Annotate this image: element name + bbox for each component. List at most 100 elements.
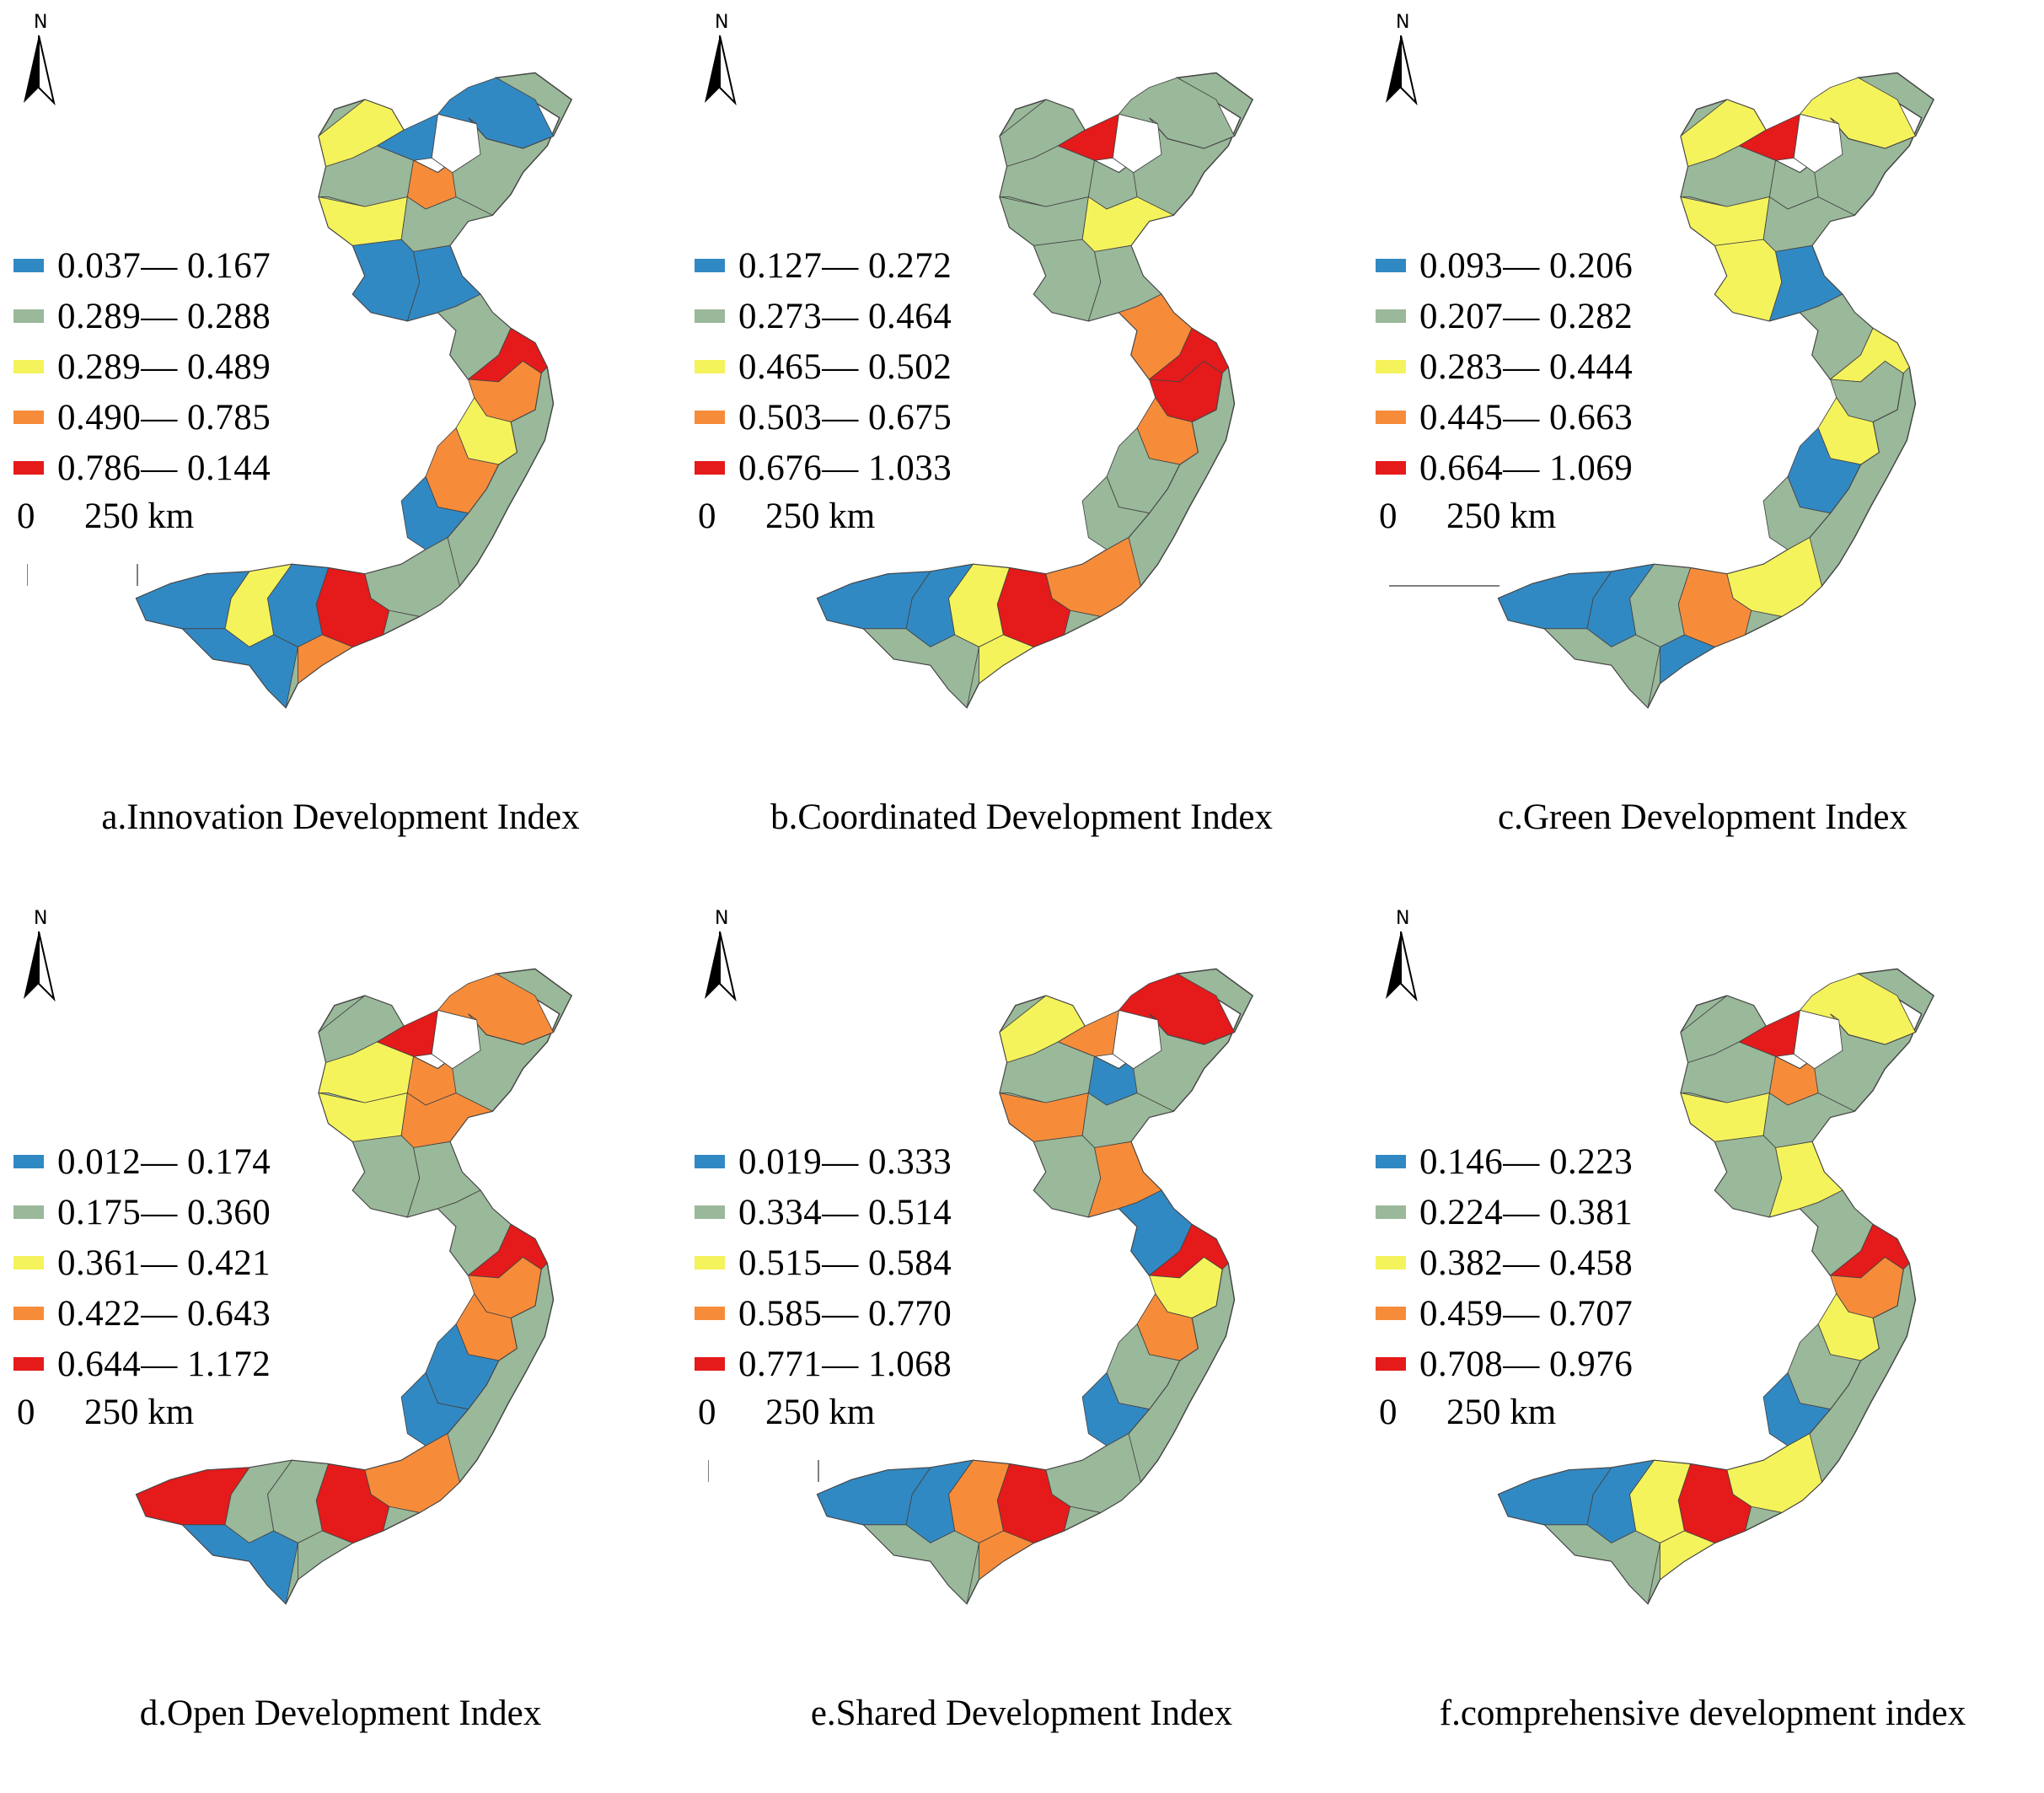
- north-arrow-icon: [705, 35, 737, 106]
- map-region[interactable]: [979, 1530, 1035, 1581]
- map-region[interactable]: [1660, 1530, 1716, 1581]
- legend-item: 0.664— 1.069: [1376, 443, 1633, 493]
- scale-label: 0 250 km: [698, 496, 875, 537]
- legend-swatch: [1376, 1357, 1406, 1371]
- legend-swatch: [13, 259, 44, 272]
- map-region[interactable]: [1118, 973, 1236, 1045]
- map-region[interactable]: [437, 77, 555, 149]
- map-region[interactable]: [1033, 239, 1102, 322]
- map-region[interactable]: [181, 1524, 298, 1605]
- map-region[interactable]: [1033, 1135, 1102, 1218]
- legend-label: 0.515— 0.584: [738, 1243, 952, 1283]
- panel-caption: d.Open Development Index: [139, 1694, 542, 1733]
- legend-item: 0.445— 0.663: [1376, 392, 1633, 443]
- map-region[interactable]: [1799, 77, 1917, 149]
- scale-label: 0 250 km: [17, 1392, 194, 1433]
- legend-item: 0.465— 0.502: [695, 341, 952, 392]
- map-region[interactable]: [1118, 77, 1236, 149]
- scale-bar: [1389, 585, 1499, 587]
- legend-item: 0.146— 0.223: [1376, 1136, 1633, 1187]
- map-legend: 0.037— 0.167 0.289— 0.288 0.289— 0.489 0.49…: [13, 240, 271, 493]
- map-region[interactable]: [862, 628, 979, 709]
- legend-label: 0.175— 0.360: [57, 1192, 271, 1232]
- legend-item: 0.708— 0.976: [1376, 1339, 1633, 1389]
- legend-swatch: [1376, 259, 1406, 272]
- legend-swatch: [13, 1256, 44, 1270]
- legend-label: 0.207— 0.282: [1419, 296, 1634, 336]
- legend-swatch: [1376, 1307, 1406, 1320]
- scale-label: 0 250 km: [17, 496, 194, 537]
- map-panel-innovation: N 0.037— 0.167 0.289— 0.288 0.289— 0.489 0.4…: [0, 0, 681, 896]
- map-region[interactable]: [817, 1467, 931, 1526]
- map-region[interactable]: [1738, 113, 1800, 161]
- map-region[interactable]: [1498, 1467, 1612, 1526]
- north-arrow-icon: [24, 931, 56, 1002]
- legend-label: 0.283— 0.444: [1419, 346, 1634, 387]
- legend-item: 0.175— 0.360: [13, 1187, 271, 1237]
- scale-label: 0 250 km: [1379, 496, 1556, 537]
- scale-bar: [27, 564, 138, 586]
- north-arrow: N: [700, 12, 750, 106]
- map-region[interactable]: [298, 634, 354, 684]
- map-region[interactable]: [376, 113, 438, 161]
- legend-item: 0.334— 0.514: [695, 1187, 952, 1237]
- scale-zero: 0: [17, 497, 35, 536]
- legend-swatch: [1376, 1256, 1406, 1270]
- north-label: N: [34, 908, 48, 929]
- map-region[interactable]: [862, 1524, 979, 1605]
- panel-caption: b.Coordinated Development Index: [770, 797, 1273, 837]
- map-region[interactable]: [1799, 973, 1917, 1045]
- map-region[interactable]: [979, 634, 1035, 684]
- map-region[interactable]: [376, 1009, 438, 1057]
- scale-label: 0 250 km: [1379, 1392, 1556, 1433]
- map-region[interactable]: [1714, 239, 1783, 322]
- legend-label: 0.093— 0.206: [1419, 245, 1634, 286]
- legend-swatch: [1376, 1205, 1406, 1219]
- legend-label: 0.676— 1.033: [738, 448, 952, 488]
- map-region[interactable]: [1543, 1524, 1660, 1605]
- scale-distance: 250 km: [1446, 497, 1557, 536]
- map-region[interactable]: [817, 571, 931, 630]
- map-region[interactable]: [1714, 1135, 1783, 1218]
- panel-caption: a.Innovation Development Index: [101, 797, 580, 837]
- map-region[interactable]: [298, 1530, 354, 1581]
- legend-item: 0.585— 0.770: [695, 1288, 952, 1339]
- map-region[interactable]: [136, 571, 250, 630]
- legend-swatch: [13, 1307, 44, 1320]
- legend-item: 0.503— 0.675: [695, 392, 952, 443]
- map-region[interactable]: [351, 239, 421, 322]
- map-panel-green: N 0.093— 0.206 0.207— 0.282 0.283— 0.444 0.4…: [1362, 0, 2043, 896]
- map-legend: 0.012— 0.174 0.175— 0.360 0.361— 0.421 0.42…: [13, 1136, 271, 1389]
- map-region[interactable]: [437, 973, 555, 1045]
- map-legend: 0.146— 0.223 0.224— 0.381 0.382— 0.458 0.45…: [1376, 1136, 1633, 1389]
- legend-label: 0.503— 0.675: [738, 397, 952, 438]
- choropleth-map: [1497, 72, 1935, 709]
- choropleth-map: [816, 72, 1254, 709]
- panel-caption: e.Shared Development Index: [810, 1694, 1233, 1733]
- legend-item: 0.127— 0.272: [695, 240, 952, 291]
- choropleth-map: [135, 72, 573, 709]
- map-region[interactable]: [351, 1135, 421, 1218]
- legend-item: 0.361— 0.421: [13, 1237, 271, 1288]
- legend-label: 0.445— 0.663: [1419, 397, 1634, 438]
- bohai-sea: [1112, 113, 1162, 174]
- legend-label: 0.422— 0.643: [57, 1293, 271, 1334]
- map-region[interactable]: [1057, 1009, 1119, 1057]
- map-region[interactable]: [1543, 628, 1660, 709]
- legend-swatch: [695, 259, 725, 272]
- map-region[interactable]: [1498, 571, 1612, 630]
- map-region[interactable]: [1738, 1009, 1800, 1057]
- map-region[interactable]: [1660, 634, 1716, 684]
- map-region[interactable]: [136, 1467, 250, 1526]
- legend-swatch: [1376, 360, 1406, 373]
- choropleth-map: [1497, 968, 1935, 1605]
- legend-label: 0.146— 0.223: [1419, 1141, 1634, 1182]
- map-region[interactable]: [1057, 113, 1119, 161]
- map-legend: 0.019— 0.333 0.334— 0.514 0.515— 0.584 0.58…: [695, 1136, 952, 1389]
- map-region[interactable]: [181, 628, 298, 709]
- legend-swatch: [1376, 309, 1406, 323]
- legend-swatch: [1376, 1155, 1406, 1168]
- scale-zero: 0: [698, 497, 716, 536]
- north-label: N: [34, 12, 48, 33]
- legend-label: 0.289— 0.489: [57, 346, 271, 387]
